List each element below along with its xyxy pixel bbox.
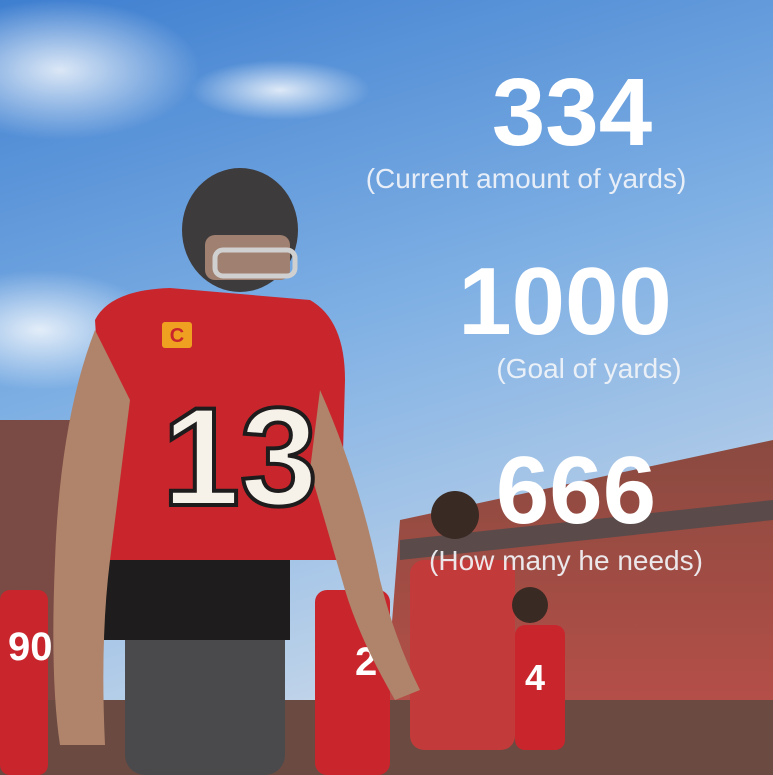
- jersey: [95, 288, 345, 560]
- stat-value: 334: [492, 59, 652, 166]
- background-number: 4: [525, 657, 545, 698]
- captain-letter: C: [170, 325, 184, 347]
- background-head: [431, 491, 479, 539]
- stat-label: (How many he needs): [429, 545, 703, 576]
- background-player: [515, 625, 565, 750]
- stat-value: 666: [496, 437, 656, 544]
- background-player: [410, 560, 515, 750]
- stat-label: (Goal of yards): [496, 353, 681, 384]
- right-arm: [310, 390, 420, 700]
- face: [205, 235, 290, 280]
- cloud: [190, 60, 370, 120]
- cloud: [0, 0, 200, 140]
- background-head: [512, 587, 548, 623]
- background-player: [0, 590, 48, 775]
- left-arm: [53, 330, 131, 745]
- stadium-roof: [400, 500, 773, 560]
- stat-value: 1000: [458, 248, 672, 355]
- facemask: [212, 247, 298, 279]
- pants: [125, 610, 285, 775]
- background-number: 90: [8, 625, 53, 669]
- captain-patch: [162, 322, 192, 348]
- jersey-number: 13: [162, 378, 318, 535]
- stat-label: (Current amount of yards): [366, 163, 687, 194]
